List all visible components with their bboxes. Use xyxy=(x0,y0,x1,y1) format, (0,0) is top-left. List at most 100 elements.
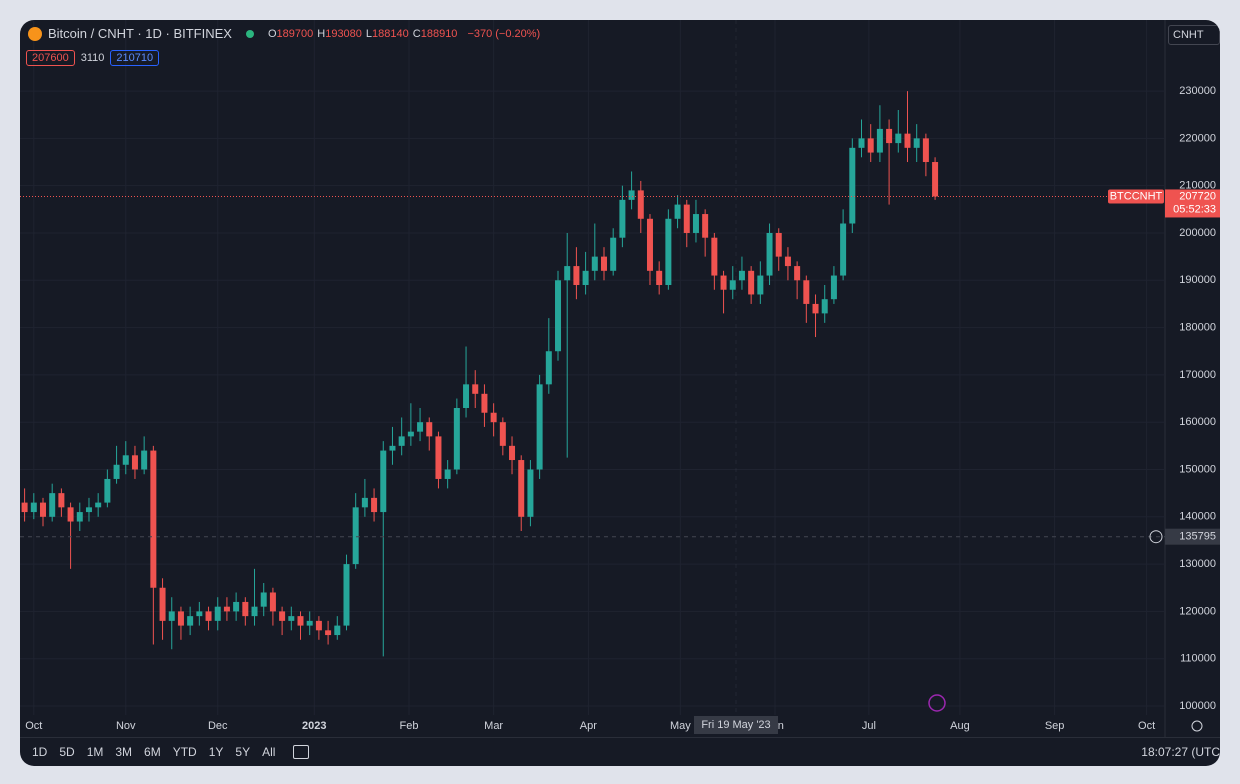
spread: 3110 xyxy=(80,52,105,64)
candle-body xyxy=(610,237,617,271)
range-button[interactable]: 5Y xyxy=(235,745,251,759)
ask[interactable]: 210710 xyxy=(110,50,160,66)
chart: OctNovDec2023FebMarAprMayJunJulAugSepOct… xyxy=(20,20,1220,738)
candle-body xyxy=(214,606,221,621)
price-tag-label: 207720 xyxy=(1179,190,1216,202)
ohlc-value: 188140 xyxy=(372,27,409,40)
candle-body xyxy=(159,587,166,621)
candle-body xyxy=(177,611,184,626)
candle-body xyxy=(472,384,479,394)
candle-body xyxy=(242,601,249,617)
candle-body xyxy=(932,162,939,197)
symbol-tag xyxy=(1108,189,1164,204)
candle-body xyxy=(766,232,773,276)
candle-body xyxy=(913,138,920,148)
candle-body xyxy=(352,507,359,565)
candle-body xyxy=(757,275,764,295)
crosshair-price-box xyxy=(1165,528,1220,545)
ohlc-value: 193080 xyxy=(325,27,362,40)
crosshair-price: 135795 xyxy=(1179,531,1216,543)
ohlc-key: H xyxy=(317,27,326,40)
settings-icon[interactable] xyxy=(1191,720,1203,732)
candle-body xyxy=(628,190,635,200)
range-button[interactable]: All xyxy=(262,745,276,759)
candle-body xyxy=(674,204,681,219)
candle-body xyxy=(738,270,745,281)
x-tick-label: May xyxy=(670,720,691,732)
candle-body xyxy=(39,502,46,517)
symbol-tag-label: BTCCNHT xyxy=(1110,190,1163,202)
candle-body xyxy=(444,469,451,479)
candle-body xyxy=(876,128,883,153)
range-button[interactable]: 1Y xyxy=(208,745,224,759)
date-range-icon[interactable] xyxy=(293,745,310,759)
candle-body xyxy=(803,280,810,304)
candle-body xyxy=(122,455,129,465)
candle-body xyxy=(233,601,240,612)
candle-body xyxy=(417,422,424,432)
add-alert-button[interactable] xyxy=(1149,530,1163,544)
candle-body xyxy=(646,218,653,271)
range-button[interactable]: 6M xyxy=(144,745,161,759)
x-tick-label: Aug xyxy=(950,720,970,732)
bid[interactable]: 207600 xyxy=(26,50,75,66)
market-status xyxy=(245,29,254,38)
candle-body xyxy=(619,199,626,238)
candle-body xyxy=(223,606,230,612)
y-tick-label: 140000 xyxy=(1179,511,1216,523)
candle-body xyxy=(361,497,368,508)
candle-body xyxy=(95,502,102,508)
range-button[interactable]: 1D xyxy=(32,745,48,759)
y-tick-label: 110000 xyxy=(1180,653,1216,665)
events-icon[interactable] xyxy=(928,694,946,712)
candle-body xyxy=(895,133,902,144)
candle-body xyxy=(665,218,672,286)
candle-body xyxy=(692,214,699,233)
candle-body xyxy=(922,138,929,163)
candle-body xyxy=(463,384,470,408)
y-tick-label: 220000 xyxy=(1179,132,1216,144)
symbol-title[interactable]: Bitcoin / CNHT · 1D · BITFINEX xyxy=(48,26,232,41)
y-tick-label: 210000 xyxy=(1179,180,1216,192)
y-tick-label: 230000 xyxy=(1179,85,1216,97)
candle-body xyxy=(141,450,148,470)
candle-body xyxy=(555,280,562,352)
candle-body xyxy=(131,455,138,470)
y-tick-label: 200000 xyxy=(1179,227,1216,239)
candle-body xyxy=(297,616,304,626)
candle-body xyxy=(711,237,718,276)
x-tick-label: Dec xyxy=(208,720,228,732)
toolbar: 18:07:27 (UTC) 1D 5D 1M 3M 6M YTD 1Y 5Y All xyxy=(20,737,1220,766)
candle-body xyxy=(794,266,801,281)
candle-body xyxy=(840,223,847,276)
candle-body xyxy=(564,266,571,281)
candle-body xyxy=(389,445,396,451)
ohlc-key: C xyxy=(412,27,421,40)
range-button[interactable]: 1M xyxy=(86,745,104,759)
range-button[interactable]: 3M xyxy=(115,745,133,759)
candle-body xyxy=(499,422,506,446)
currency[interactable]: CNHT xyxy=(1168,25,1220,45)
candle-body xyxy=(527,469,534,517)
candle-body xyxy=(481,393,488,413)
candle-body xyxy=(600,256,607,271)
symbol-logo xyxy=(28,26,42,41)
change: −370 (−0.20%) xyxy=(467,27,541,40)
crosshair-date-box xyxy=(694,716,778,734)
candle-body xyxy=(453,407,460,470)
candle-body xyxy=(306,620,313,626)
x-tick-label: Oct xyxy=(25,720,42,732)
price-tag xyxy=(1165,189,1220,218)
x-tick-label: 2023 xyxy=(302,720,326,732)
y-tick-label: 170000 xyxy=(1179,369,1216,381)
x-tick-label: Sep xyxy=(1045,720,1065,732)
candle-body xyxy=(656,270,663,286)
candle-body xyxy=(582,270,589,286)
candle-body xyxy=(251,606,258,617)
range-button[interactable]: 5D xyxy=(59,745,75,759)
range-button[interactable]: YTD xyxy=(172,745,197,759)
candle-body xyxy=(187,616,194,626)
y-tick-label: 130000 xyxy=(1179,558,1216,570)
candle-body xyxy=(435,436,442,479)
ohlc-values: O189700 H193080 L188140 C188910 xyxy=(268,28,461,40)
